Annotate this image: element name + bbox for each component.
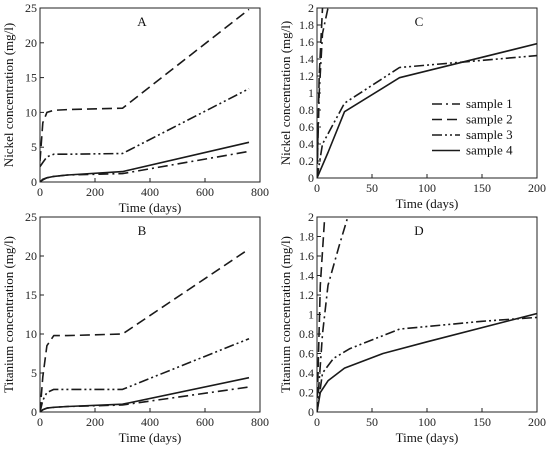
- legend-label: sample 2: [466, 112, 513, 127]
- y-tick-label: 0: [31, 405, 37, 419]
- y-tick-label: 0.4: [299, 366, 314, 380]
- x-axis-title: Time (days): [119, 430, 182, 445]
- series-line-sample-3: [40, 87, 250, 168]
- y-tick-label: 0.8: [299, 103, 314, 117]
- y-tick-label: 0: [308, 405, 314, 419]
- series-group: [40, 248, 250, 412]
- x-tick-label: 100: [418, 181, 436, 195]
- y-tick-label: 10: [25, 105, 37, 119]
- x-tick-label: 200: [86, 415, 104, 429]
- x-tick-label: 200: [86, 185, 104, 199]
- panel-title: D: [414, 223, 423, 238]
- series-line-sample-3: [40, 337, 250, 412]
- series-group: [317, 7, 537, 178]
- y-tick-label: 1.6: [299, 249, 314, 263]
- y-tick-label: 1: [308, 308, 314, 322]
- plot-frame: [316, 216, 538, 413]
- panel-a: 0 200 400 600 800 0 5 10 15 20 25 Time (days) Nickel…: [1, 1, 269, 215]
- series-line-sample-4: [317, 42, 537, 178]
- y-tick-label: 20: [25, 36, 37, 50]
- x-tick-label: 0: [37, 415, 43, 429]
- y-tick-label: 0: [308, 171, 314, 185]
- x-tick-label: 50: [366, 415, 378, 429]
- x-tick-label: 200: [528, 181, 546, 195]
- panel-c: 0 50 100 150 20000.20.40.60.811.21.41.61.82T…: [278, 1, 546, 211]
- y-tick-label: 1.4: [299, 52, 314, 66]
- x-tick-label: 100: [418, 415, 436, 429]
- plot-frame: [39, 7, 261, 183]
- y-tick-label: 15: [25, 71, 37, 85]
- x-tick-label: 150: [473, 181, 491, 195]
- series-line-sample-1: [317, 216, 349, 412]
- x-tick-label: 400: [141, 185, 159, 199]
- y-axis-title: Titanium concentration (mg/l): [1, 236, 16, 393]
- x-axis-title: Time (days): [396, 196, 459, 211]
- series-line-sample-2: [40, 248, 250, 412]
- y-tick-label: 0.6: [299, 347, 314, 361]
- y-tick-label: 2: [308, 210, 314, 224]
- series-line-sample-3: [317, 316, 537, 412]
- panel-title: B: [138, 223, 147, 238]
- y-tick-label: 1.2: [299, 69, 314, 83]
- series-line-sample-4: [40, 141, 250, 182]
- x-tick-label: 400: [141, 415, 159, 429]
- y-tick-label: 1.8: [299, 18, 314, 32]
- panel-b: 0 200 400 600 800 0 5 10 15 20 25 Time (days) Titani…: [1, 210, 269, 445]
- series-line-sample-3: [317, 54, 537, 178]
- y-tick-label: 1.2: [299, 288, 314, 302]
- y-tick-label: 20: [25, 249, 37, 263]
- x-axis-title: Time (days): [119, 200, 182, 215]
- y-tick-label: 25: [25, 210, 37, 224]
- series-line-sample-2: [317, 7, 324, 178]
- x-tick-label: 150: [473, 415, 491, 429]
- y-tick-label: 25: [25, 1, 37, 15]
- series-group: [40, 8, 250, 182]
- x-tick-label: 800: [251, 415, 269, 429]
- series-line-sample-2: [317, 216, 326, 412]
- x-tick-label: 0: [37, 185, 43, 199]
- series-line-sample-2: [40, 8, 250, 162]
- y-tick-label: 1: [308, 86, 314, 100]
- y-tick-label: 0: [31, 175, 37, 189]
- legend-label: sample 4: [466, 143, 513, 158]
- y-axis-title: Nickel concentration (mg/l): [278, 21, 293, 165]
- y-tick-label: 15: [25, 288, 37, 302]
- y-tick-label: 5: [31, 140, 37, 154]
- x-tick-label: 200: [528, 415, 546, 429]
- panel-title: C: [415, 14, 424, 29]
- x-axis-title: Time (days): [396, 430, 459, 445]
- y-tick-label: 1.8: [299, 230, 314, 244]
- x-tick-label: 50: [366, 181, 378, 195]
- y-tick-label: 0.8: [299, 327, 314, 341]
- y-tick-label: 0.4: [299, 137, 314, 151]
- series-line-sample-4: [40, 376, 250, 412]
- x-tick-label: 0: [314, 415, 320, 429]
- series-group: [317, 216, 537, 412]
- y-tick-label: 2: [308, 1, 314, 15]
- y-tick-label: 0.6: [299, 120, 314, 134]
- legend-label: sample 1: [466, 96, 513, 111]
- y-tick-label: 0.2: [299, 386, 314, 400]
- series-line-sample-4: [317, 312, 537, 412]
- y-tick-label: 0.2: [299, 154, 314, 168]
- panel-title: A: [137, 14, 147, 29]
- x-tick-label: 600: [196, 185, 214, 199]
- y-tick-label: 10: [25, 327, 37, 341]
- y-tick-label: 5: [31, 366, 37, 380]
- y-tick-label: 1.4: [299, 269, 314, 283]
- x-tick-label: 600: [196, 415, 214, 429]
- x-tick-label: 800: [251, 185, 269, 199]
- y-tick-label: 1.6: [299, 35, 314, 49]
- panel-d: 0 50 100 150 200 0 0.2 0.4 0.6 0.8 1 1.2 1.4 1.6 1.8 2 T…: [278, 210, 546, 445]
- y-axis-title: Titanium concentration (mg/l): [278, 236, 293, 393]
- x-tick-label: 0: [314, 181, 320, 195]
- legend-label: sample 3: [466, 127, 513, 142]
- y-axis-title: Nickel concentration (mg/l): [1, 23, 16, 167]
- series-line-sample-1: [317, 7, 329, 178]
